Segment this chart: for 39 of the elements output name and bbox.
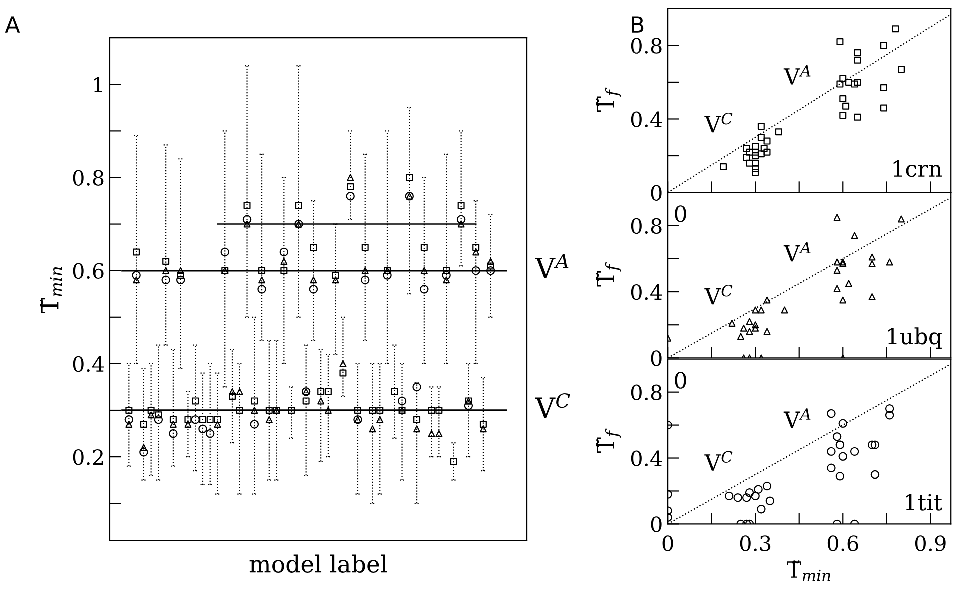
annotation: V$^{C}$ xyxy=(704,112,733,133)
y-tick-label: 0.8 xyxy=(631,38,662,54)
annotation: V$^{A}$ xyxy=(784,242,811,262)
annotation: V$^{A}$ xyxy=(784,65,811,85)
y-tick-label: 0.4 xyxy=(631,112,662,128)
x-tick-label: 0.6 xyxy=(828,536,858,552)
y-tick-label: 0.4 xyxy=(631,284,662,300)
annotation: 0 xyxy=(675,372,686,389)
y-axis-title: T̃$_{min}$ xyxy=(40,267,62,314)
annotation: V$^{C}$ xyxy=(704,284,733,305)
annotation: 1ubq xyxy=(888,328,942,350)
annotation: 0 xyxy=(675,206,686,222)
annotation: 1tit xyxy=(906,494,942,511)
y-tick-label: 0 xyxy=(651,185,662,201)
ref-line-label: V$^{A}$ xyxy=(535,254,569,278)
y-tick-label: 0.2 xyxy=(73,450,104,466)
y-axis-title: T̃$_{f}$ xyxy=(596,428,622,454)
chart-title: B xyxy=(632,16,644,33)
y-tick-label: 1 xyxy=(94,77,102,93)
y-tick-label: 0 xyxy=(651,350,662,366)
chart-title: A xyxy=(5,16,20,33)
y-tick-label: 0.4 xyxy=(73,356,104,372)
annotation: 1crn xyxy=(894,160,942,178)
y-tick-label: 0 xyxy=(651,516,662,532)
y-tick-label: 0.8 xyxy=(631,218,662,234)
x-tick-label: 0 xyxy=(662,536,674,552)
y-tick-label: 0.8 xyxy=(73,170,104,186)
y-tick-label: 0.6 xyxy=(73,263,104,280)
y-axis-title: T̃$_{f}$ xyxy=(596,262,622,287)
x-tick-label: 0.9 xyxy=(915,536,946,552)
x-axis-title: T̃$_{min}$ xyxy=(787,560,830,582)
y-axis-title: T̃$_{f}$ xyxy=(596,88,622,112)
ref-line-label: V$^{C}$ xyxy=(535,393,570,418)
y-tick-label: 0.8 xyxy=(631,384,662,401)
x-tick-label: 0.3 xyxy=(740,536,771,552)
x-axis-title: model label xyxy=(250,554,388,574)
annotation: V$^{C}$ xyxy=(704,451,733,471)
y-tick-label: 0.4 xyxy=(631,450,662,466)
annotation: V$^{A}$ xyxy=(784,408,811,428)
